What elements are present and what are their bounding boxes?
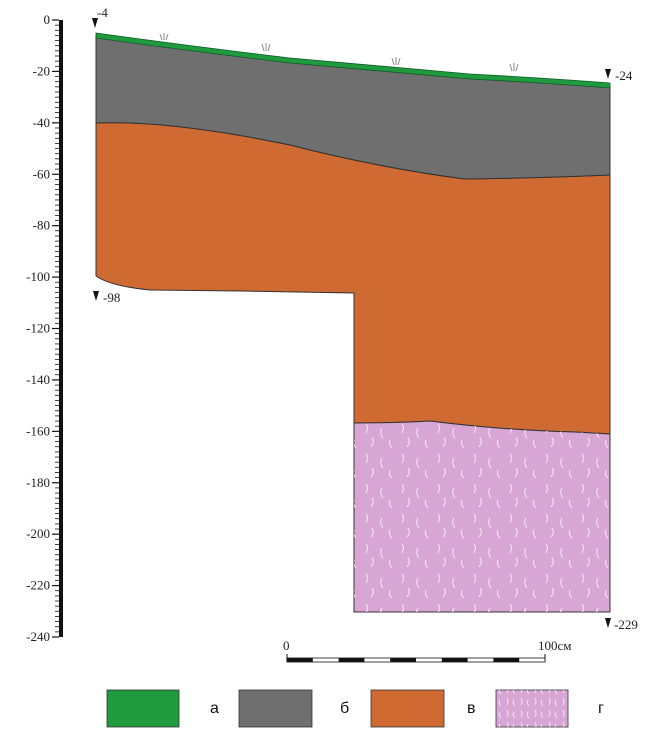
depth-tick-label: -120 bbox=[26, 321, 50, 336]
legend-swatch-v bbox=[370, 689, 445, 728]
depth-tick-label: -240 bbox=[26, 629, 50, 644]
marker-triangle-icon bbox=[605, 69, 611, 79]
depth-tick-label: -60 bbox=[33, 166, 50, 181]
mark-bottom-left: -98 bbox=[103, 290, 120, 305]
scale-end-label: 100см bbox=[538, 638, 572, 653]
scale-bar: 0 100см bbox=[283, 638, 572, 663]
depth-axis: 0 -20 -40 -60 -80 -100 -120 -140 -160 -180 -200 -22… bbox=[26, 12, 63, 644]
legend-swatch-a bbox=[106, 689, 180, 728]
depth-tick-label: 0 bbox=[44, 12, 51, 27]
soil-layers bbox=[95, 32, 611, 613]
legend-label-v: в bbox=[467, 700, 476, 717]
depth-ruler-bar bbox=[59, 20, 63, 637]
grass-icon bbox=[261, 43, 271, 52]
scale-start-label: 0 bbox=[283, 638, 290, 653]
depth-tick-label: -80 bbox=[33, 218, 50, 233]
depth-tick-labels: 0 -20 -40 -60 -80 -100 -120 -140 -160 -180 -200 -22… bbox=[26, 12, 50, 644]
scale-segment bbox=[390, 658, 416, 662]
scale-bar-segments bbox=[287, 658, 520, 662]
mark-bottom-right: -229 bbox=[614, 617, 638, 632]
mark-top-right: -24 bbox=[615, 68, 633, 83]
legend-swatch-b bbox=[238, 689, 313, 728]
legend: а б в г bbox=[106, 689, 604, 728]
depth-ticks bbox=[52, 19, 59, 638]
layer-turf bbox=[95, 32, 611, 89]
scale-segment bbox=[441, 658, 468, 662]
depth-tick-label: -180 bbox=[26, 475, 50, 490]
scale-segment bbox=[287, 658, 313, 662]
legend-label-a: а bbox=[210, 700, 219, 717]
legend-label-b: б bbox=[340, 700, 349, 717]
marker-triangle-icon bbox=[93, 291, 99, 301]
depth-tick-label: -40 bbox=[33, 115, 50, 130]
grass-icon bbox=[509, 63, 519, 72]
marker-triangle-icon bbox=[92, 18, 98, 28]
layer-pink-texture bbox=[354, 421, 610, 612]
grass-icon bbox=[159, 33, 169, 41]
depth-tick-label: -100 bbox=[26, 269, 50, 284]
scale-segment bbox=[338, 658, 365, 662]
depth-tick-label: -20 bbox=[33, 63, 50, 78]
depth-tick-label: -200 bbox=[26, 526, 50, 541]
elevation-markers: -4 -24 -98 -229 bbox=[92, 5, 638, 632]
depth-tick-label: -220 bbox=[26, 578, 50, 593]
marker-triangle-icon bbox=[605, 618, 611, 628]
legend-label-g: г bbox=[598, 700, 604, 717]
depth-tick-label: -160 bbox=[26, 423, 50, 438]
scale-segment bbox=[493, 658, 520, 662]
depth-tick-label: -140 bbox=[26, 372, 50, 387]
grass-icon bbox=[391, 57, 401, 66]
legend-swatch-g-texture bbox=[496, 690, 568, 727]
grass-symbols bbox=[159, 33, 519, 72]
mark-top-left: -4 bbox=[97, 5, 108, 20]
